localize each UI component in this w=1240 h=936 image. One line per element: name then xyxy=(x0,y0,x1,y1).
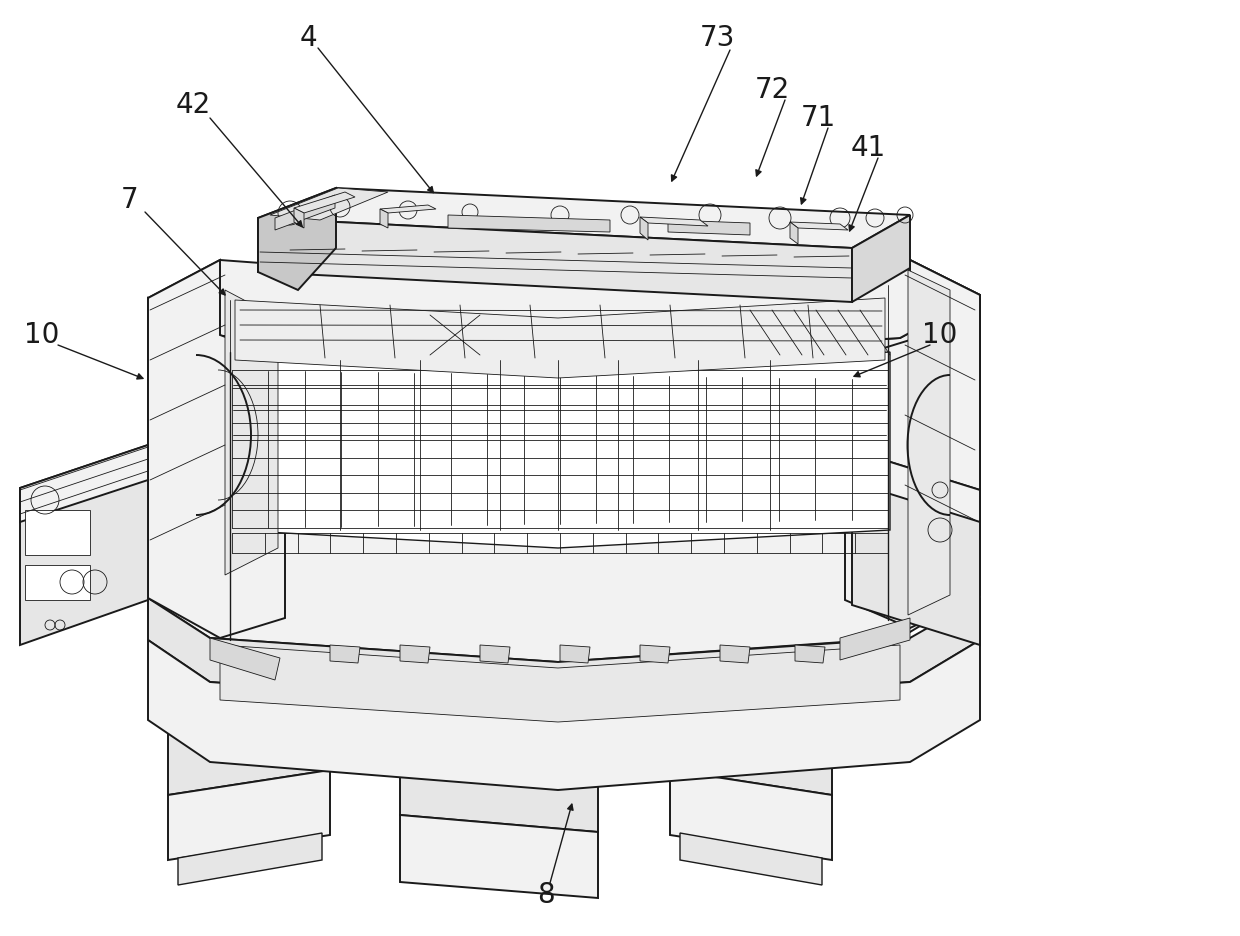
Polygon shape xyxy=(852,450,980,522)
Polygon shape xyxy=(852,450,980,645)
Text: 4: 4 xyxy=(299,24,316,52)
Text: 10: 10 xyxy=(25,321,60,349)
Polygon shape xyxy=(839,618,910,660)
Polygon shape xyxy=(795,645,825,663)
Polygon shape xyxy=(908,270,950,615)
Bar xyxy=(25,510,91,555)
Polygon shape xyxy=(401,735,598,832)
Polygon shape xyxy=(148,260,285,638)
Polygon shape xyxy=(844,260,980,628)
Polygon shape xyxy=(148,298,218,630)
Polygon shape xyxy=(258,218,852,302)
Polygon shape xyxy=(910,260,980,625)
Polygon shape xyxy=(680,833,822,885)
Polygon shape xyxy=(224,290,278,575)
Polygon shape xyxy=(401,815,598,898)
Polygon shape xyxy=(294,192,355,213)
Polygon shape xyxy=(379,209,388,228)
Polygon shape xyxy=(167,695,330,795)
Polygon shape xyxy=(275,195,335,230)
Polygon shape xyxy=(670,770,832,860)
Text: 73: 73 xyxy=(699,24,734,52)
Polygon shape xyxy=(270,188,388,220)
Text: 8: 8 xyxy=(537,881,554,909)
Polygon shape xyxy=(720,645,750,663)
Polygon shape xyxy=(20,445,148,645)
Text: 7: 7 xyxy=(122,186,139,214)
Polygon shape xyxy=(790,222,848,230)
Text: 42: 42 xyxy=(175,91,211,119)
Polygon shape xyxy=(852,215,910,302)
Polygon shape xyxy=(330,645,360,663)
Polygon shape xyxy=(236,298,885,378)
Text: 71: 71 xyxy=(800,104,836,132)
Text: 41: 41 xyxy=(851,134,885,162)
Text: 10: 10 xyxy=(923,321,957,349)
Polygon shape xyxy=(790,222,799,244)
Polygon shape xyxy=(20,445,148,522)
Polygon shape xyxy=(179,833,322,885)
Polygon shape xyxy=(640,217,649,240)
Polygon shape xyxy=(480,645,510,663)
Polygon shape xyxy=(640,217,708,226)
Text: 72: 72 xyxy=(754,76,790,104)
Polygon shape xyxy=(670,695,832,795)
Polygon shape xyxy=(379,205,436,213)
Polygon shape xyxy=(258,188,336,290)
Polygon shape xyxy=(210,638,280,680)
Bar xyxy=(25,565,91,600)
Polygon shape xyxy=(640,645,670,663)
Polygon shape xyxy=(148,295,980,662)
Polygon shape xyxy=(668,220,750,235)
Polygon shape xyxy=(448,215,610,232)
Polygon shape xyxy=(560,645,590,663)
Polygon shape xyxy=(148,598,980,708)
Polygon shape xyxy=(401,645,430,663)
Polygon shape xyxy=(167,770,330,860)
Polygon shape xyxy=(229,352,890,548)
Polygon shape xyxy=(258,188,910,248)
Polygon shape xyxy=(148,260,980,360)
Polygon shape xyxy=(219,645,900,722)
Polygon shape xyxy=(294,208,304,228)
Polygon shape xyxy=(148,640,980,790)
